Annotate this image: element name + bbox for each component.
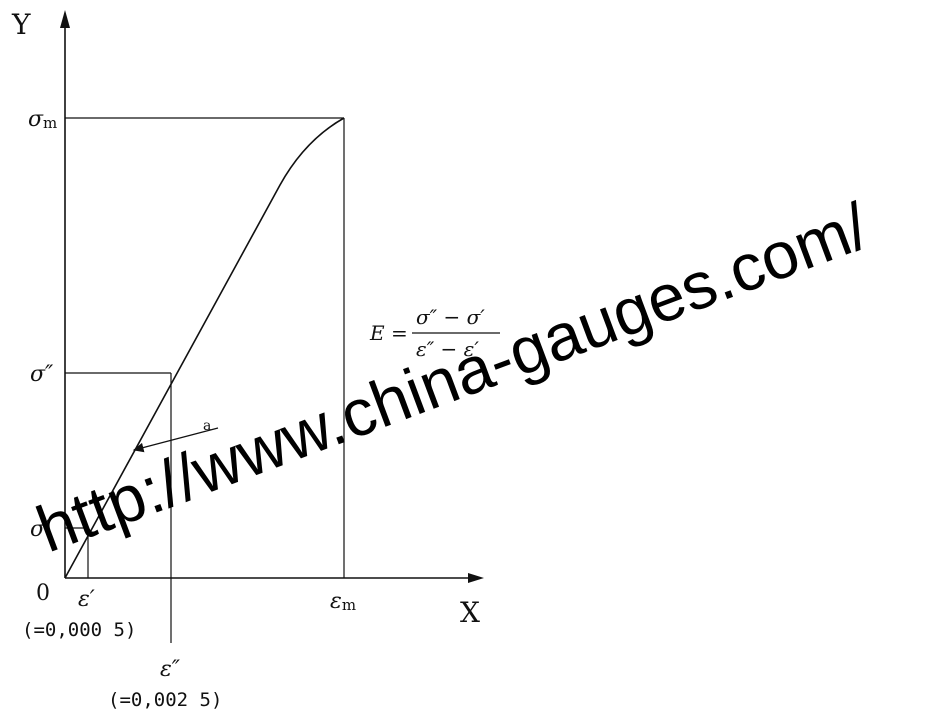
annotation-arrow — [132, 427, 219, 453]
stress-strain-curve — [64, 117, 345, 579]
formula-denominator: ε″ − ε′ — [416, 337, 479, 361]
eps-prime-label: ε′ — [78, 587, 95, 612]
eps-double-prime-label: ε″ — [160, 657, 181, 682]
origin-label: 0 — [36, 581, 50, 606]
sigma-prime-label: σ′ — [30, 517, 50, 542]
eps-double-prime-value: (=0,002 5) — [108, 689, 222, 711]
eps-prime-value: (=0,000 5) — [22, 619, 136, 641]
formula-numerator: σ″ − σ′ — [416, 305, 485, 329]
x-axis-arrow — [468, 573, 484, 583]
y-axis-arrow — [60, 10, 70, 28]
formula-lhs: E = — [369, 321, 408, 345]
annotation-marker: a — [203, 418, 211, 434]
eps-m-label: εm — [330, 589, 356, 614]
y-axis-title: Y — [11, 8, 31, 41]
sigma-m-label: σm — [28, 107, 57, 132]
watermark: http://www.china-gauges.com/ — [27, 188, 878, 566]
x-axis-title: X — [460, 596, 480, 629]
modulus-formula: E = σ″ − σ′ ε″ − ε′ — [369, 305, 500, 361]
sigma-double-prime-label: σ″ — [30, 362, 54, 387]
